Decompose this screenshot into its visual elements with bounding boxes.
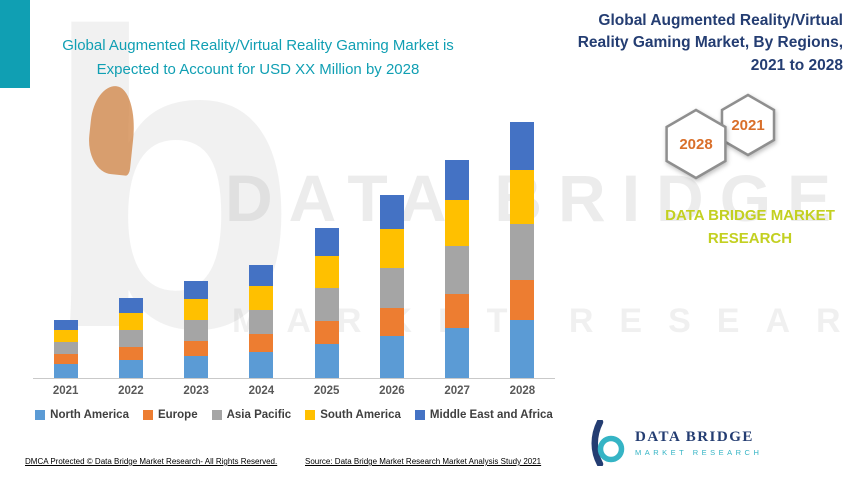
x-axis-label-2023: 2023 (183, 385, 209, 397)
bar-segment-europe (118, 347, 143, 360)
bar-segment-asia-pacific (53, 342, 78, 354)
bar-segment-north-america (510, 320, 535, 378)
bar-segment-middle-east-and-africa (314, 228, 339, 256)
legend-item-europe: Europe (142, 409, 198, 421)
company-logo-subtitle: MARKET RESEARCH (635, 448, 763, 457)
report-title-line-1: Global Augmented Reality/Virtual (598, 12, 843, 29)
chart-title-line-1: Global Augmented Reality/Virtual Reality… (62, 37, 454, 54)
bar-segment-south-america (184, 299, 209, 320)
bar-segment-north-america (379, 336, 404, 378)
company-logo-text: DATA BRIDGE MARKET RESEARCH (635, 429, 762, 457)
bar-segment-south-america (249, 286, 274, 310)
legend-item-south-america: South America (305, 409, 401, 421)
x-axis-label-2028: 2028 (509, 385, 536, 397)
bar-2026 (379, 195, 404, 378)
bar-segment-south-america (379, 229, 404, 268)
bar-segment-middle-east-and-africa (510, 122, 535, 170)
bar-2024 (249, 265, 274, 378)
bar-segment-middle-east-and-africa (379, 195, 404, 229)
bar-segment-north-america (445, 328, 470, 378)
bar-2028 (510, 122, 535, 378)
hexagon-2028-shape (665, 108, 727, 180)
legend-swatch (211, 410, 222, 420)
bar-2021 (53, 320, 78, 378)
dmca-notice: DMCA Protected © Data Bridge Market Rese… (25, 457, 278, 466)
data-bridge-logo-icon (591, 420, 625, 466)
legend-swatch (142, 410, 153, 420)
bar-segment-europe (184, 341, 209, 356)
bar-segment-south-america (314, 256, 339, 288)
x-axis-label-2025: 2025 (313, 385, 340, 397)
chart-plot (33, 120, 555, 379)
chart-title: Global Augmented Reality/Virtual Reality… (38, 34, 478, 82)
bar-segment-europe (379, 308, 404, 336)
x-axis-label-2024: 2024 (248, 385, 275, 397)
bar-segment-asia-pacific (510, 224, 535, 280)
brand-wordmark-line-2: RESEARCH (707, 230, 793, 248)
legend-label: South America (320, 409, 401, 421)
bar-segment-asia-pacific (379, 268, 404, 308)
bar-segment-north-america (118, 360, 143, 378)
chart-title-line-2: Expected to Account for USD XX Million b… (96, 61, 420, 78)
bar-segment-europe (445, 294, 470, 328)
bar-2025 (314, 228, 339, 378)
legend-item-middle-east-and-africa: Middle East and Africa (414, 409, 553, 421)
bar-segment-north-america (53, 364, 78, 378)
corner-accent-bar (0, 0, 30, 88)
report-title: Global Augmented Reality/Virtual Reality… (543, 10, 843, 77)
x-axis-labels: 2021 2022 2023 2024 2025 2026 2027 2028 (33, 385, 555, 397)
legend-label: North America (50, 409, 129, 421)
legend-item-asia-pacific: Asia Pacific (211, 409, 292, 421)
bar-2023 (184, 281, 209, 378)
hexagon-2028-label: 2028 (679, 136, 712, 153)
bar-segment-europe (249, 334, 274, 352)
bar-segment-south-america (445, 200, 470, 246)
bar-segment-north-america (249, 352, 274, 378)
brand-wordmark-line-1: DATA BRIDGE MARKET (665, 207, 835, 224)
legend-swatch (414, 410, 425, 420)
legend-label: Asia Pacific (226, 409, 292, 421)
bar-segment-middle-east-and-africa (445, 160, 470, 200)
x-axis-label-2027: 2027 (444, 385, 470, 397)
bar-segment-south-america (53, 330, 78, 342)
year-hexagons: 2021 2028 (665, 93, 776, 180)
legend-swatch (35, 410, 46, 420)
bar-segment-asia-pacific (314, 288, 339, 321)
bar-segment-south-america (510, 170, 535, 224)
bar-segment-europe (314, 321, 339, 344)
bar-segment-asia-pacific (445, 246, 470, 294)
bar-segment-europe (53, 354, 78, 364)
report-title-line-3: 2021 to 2028 (750, 56, 843, 74)
company-logo-title: DATA BRIDGE (635, 429, 754, 445)
chart-legend: North America Europe Asia Pacific South Ame… (33, 409, 555, 421)
bar-segment-middle-east-and-africa (184, 281, 209, 299)
brand-wordmark: DATA BRIDGE MARKET RESEARCH (650, 204, 850, 251)
bar-segment-south-america (118, 313, 143, 330)
bar-segment-asia-pacific (118, 330, 143, 347)
bar-segment-middle-east-and-africa (53, 320, 78, 330)
company-logo: DATA BRIDGE MARKET RESEARCH (588, 420, 762, 466)
x-axis-label-2021: 2021 (52, 385, 79, 397)
bar-segment-north-america (314, 344, 339, 378)
x-axis-label-2022: 2022 (118, 385, 144, 397)
bar-segment-europe (510, 280, 535, 320)
hexagon-2021-shape (720, 93, 776, 157)
bar-segment-north-america (184, 356, 209, 378)
bar-segment-asia-pacific (184, 320, 209, 341)
legend-item-north-america: North America (35, 409, 129, 421)
bar-2022 (118, 298, 143, 378)
bar-segment-asia-pacific (249, 310, 274, 334)
x-axis-label-2026: 2026 (379, 385, 405, 397)
source-citation: Source: Data Bridge Market Research Mark… (305, 457, 542, 466)
bar-segment-middle-east-and-africa (249, 265, 274, 286)
legend-swatch (305, 410, 316, 420)
hexagon-2021-label: 2021 (731, 117, 764, 134)
bar-2027 (445, 160, 470, 378)
stacked-bar-chart: 2021 2022 2023 2024 2025 2026 2027 2028 North A… (33, 120, 555, 421)
legend-label: Europe (157, 409, 198, 421)
legend-label: Middle East and Africa (429, 409, 553, 421)
bar-segment-middle-east-and-africa (118, 298, 143, 313)
report-title-line-2: Reality Gaming Market, By Regions, (577, 34, 843, 52)
